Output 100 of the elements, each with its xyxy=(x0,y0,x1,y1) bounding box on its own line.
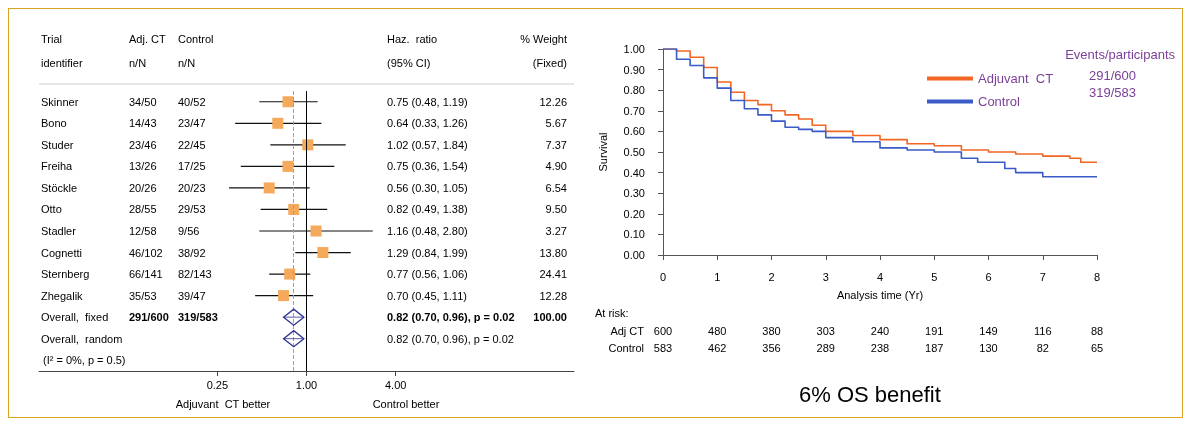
x-tick-label: 0 xyxy=(659,270,667,283)
text: 116 xyxy=(1033,325,1052,337)
annotation: 39/47 xyxy=(178,289,206,302)
text: Adjuvant CT better xyxy=(175,398,271,410)
annotation: 38/92 xyxy=(178,246,206,259)
annotation: 12/58 xyxy=(129,225,157,237)
point xyxy=(282,330,305,348)
annotation: 14/43 xyxy=(129,117,157,130)
annotation: 20/23 xyxy=(178,181,206,194)
point xyxy=(288,203,300,215)
text: 462 xyxy=(708,342,727,354)
annotation: 1.29 (0.84, 1.99) xyxy=(387,246,468,259)
annotation: 29/53 xyxy=(178,203,206,216)
text: 303 xyxy=(816,325,835,337)
y-tick-label: Skinner xyxy=(41,95,79,108)
text: Control xyxy=(608,342,644,354)
text: 130 xyxy=(979,342,998,354)
annotation: 291/600 xyxy=(129,311,169,324)
annotation: 82/143 xyxy=(178,268,212,281)
y-tick-label: 0.40 xyxy=(623,166,645,179)
annotation: 0.75 (0.48, 1.19) xyxy=(387,95,468,108)
text: 6% OS benefit xyxy=(799,381,941,407)
annotation: 0.56 (0.30, 1.05) xyxy=(387,181,468,194)
annotation: 23/46 xyxy=(129,138,157,151)
text: Adj CT xyxy=(610,325,645,337)
x-tick-label: 1.00 xyxy=(295,378,318,391)
annotation: 6.54 xyxy=(545,181,567,194)
text: 240 xyxy=(870,325,890,337)
x-tick-label: 6 xyxy=(985,270,992,283)
y-tick-label: Stöckle xyxy=(41,181,78,194)
annotation: 0.82 (0.70, 0.96), p = 0.02 xyxy=(387,332,514,345)
text: 380 xyxy=(762,325,781,337)
text: 356 xyxy=(762,342,781,354)
y-tick-label: Stadler xyxy=(41,225,77,237)
point xyxy=(282,308,305,326)
y-axis-title: Survival xyxy=(596,132,609,172)
text: 149 xyxy=(979,325,998,337)
point xyxy=(310,225,322,237)
annotation: 319/583 xyxy=(178,311,218,324)
annotation: 0.70 (0.45, 1.11) xyxy=(387,289,467,302)
annotation: 7.37 xyxy=(545,138,567,151)
annotation: 28/55 xyxy=(129,203,157,216)
text: 187 xyxy=(925,342,944,354)
annotation: 13/26 xyxy=(129,160,157,173)
y-tick-label: Bono xyxy=(41,117,67,130)
x-tick-label: 4.00 xyxy=(384,378,407,391)
annotation: 12.26 xyxy=(539,95,567,108)
y-tick-label: Sternberg xyxy=(41,268,90,281)
y-tick-label: 0.50 xyxy=(623,146,645,158)
annotation: 9/56 xyxy=(178,225,200,237)
annotation: 0.82 (0.49, 1.38) xyxy=(387,203,468,216)
y-tick-label: 0.00 xyxy=(623,249,645,261)
annotation: 1.16 (0.48, 2.80) xyxy=(387,225,468,237)
annotation: 23/47 xyxy=(178,117,206,130)
text: Haz. ratio xyxy=(387,33,438,45)
x-tick-label: 1 xyxy=(714,270,721,283)
y-tick-label: 0.70 xyxy=(623,104,645,117)
text: 238 xyxy=(870,342,890,354)
y-tick-label: 0.80 xyxy=(623,84,645,97)
y-tick-label: Studer xyxy=(41,138,74,151)
y-tick-label: Overall, fixed xyxy=(41,311,109,324)
point xyxy=(284,268,296,280)
text: (95% CI) xyxy=(387,57,431,69)
annotation: 40/52 xyxy=(178,95,206,108)
annotation: 17/25 xyxy=(178,160,206,173)
text: 82 xyxy=(1036,342,1049,354)
annotation: 1.02 (0.57, 1.84) xyxy=(387,138,468,151)
annotation: 0.77 (0.56, 1.06) xyxy=(387,268,468,281)
annotation: 9.50 xyxy=(545,203,567,216)
x-tick-label: 8 xyxy=(1093,270,1101,283)
text: n/N xyxy=(178,57,196,69)
text: 480 xyxy=(708,325,727,337)
text: identifier xyxy=(41,57,83,69)
y-tick-label: Otto xyxy=(41,203,62,216)
annotation: 34/50 xyxy=(129,95,157,108)
point xyxy=(278,290,290,302)
annotation: 5.67 xyxy=(545,117,567,130)
legend-label: Control xyxy=(978,94,1021,109)
text: % Weight xyxy=(520,33,567,45)
annotation: 100.00 xyxy=(533,311,567,324)
y-tick-label: 0.30 xyxy=(623,187,645,200)
legend-label: Adjuvant CT xyxy=(978,71,1054,86)
annotation: 0.82 (0.70, 0.96), p = 0.02 xyxy=(387,311,515,324)
text: Control xyxy=(178,33,214,45)
annotation: 4.90 xyxy=(545,160,567,173)
text: (Fixed) xyxy=(532,57,567,69)
y-tick-label: 0.60 xyxy=(623,125,645,138)
annotation: 22/45 xyxy=(178,138,206,151)
y-tick-label: 0.90 xyxy=(623,63,645,76)
point xyxy=(282,160,294,172)
x-tick-label: 3 xyxy=(822,270,829,283)
annotation: 24.41 xyxy=(539,268,567,281)
annotation: 12.28 xyxy=(539,289,567,302)
x-axis-title: Analysis time (Yr) xyxy=(836,288,924,301)
annotation: 20/26 xyxy=(129,181,157,194)
point xyxy=(302,139,314,151)
text: n/N xyxy=(129,57,147,69)
annotation: 13.80 xyxy=(539,246,567,259)
y-tick-label: 0.20 xyxy=(623,207,645,220)
x-tick-label: 0.25 xyxy=(206,378,229,391)
